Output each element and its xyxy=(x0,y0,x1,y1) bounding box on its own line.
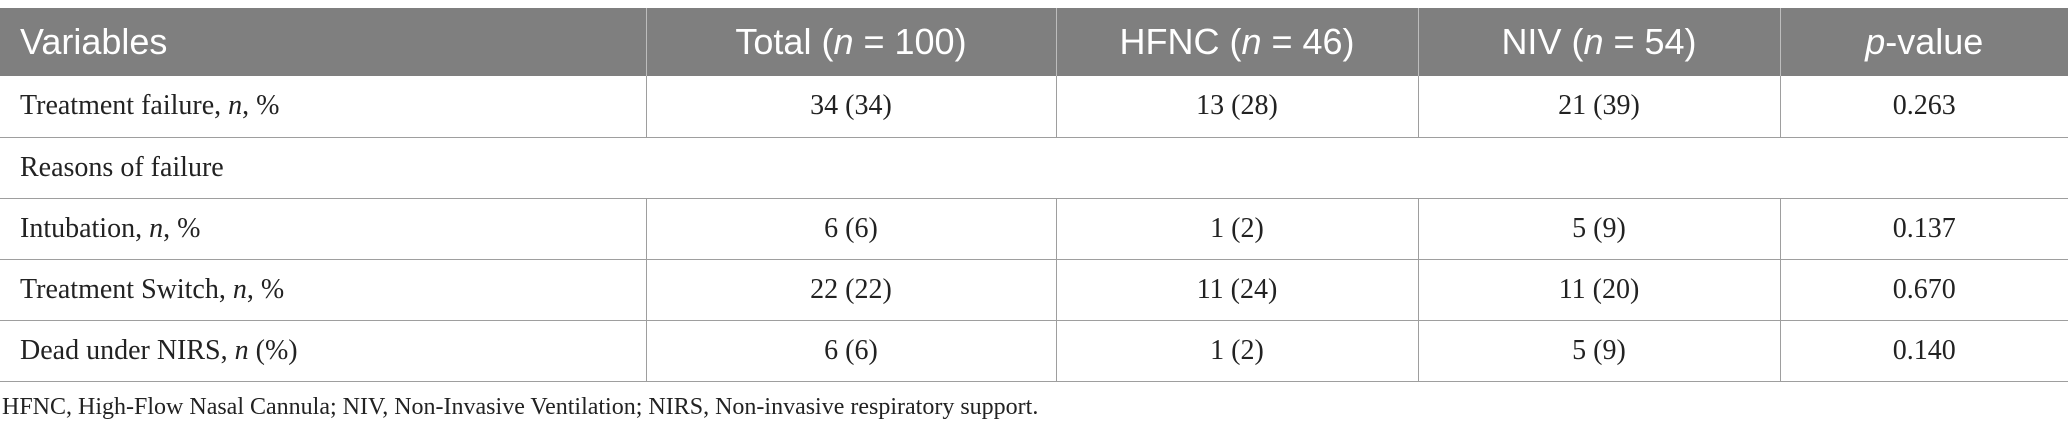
table-row: Treatment Switch, n, % 22 (22) 11 (24) 1… xyxy=(0,259,2068,321)
cell-total: 6 (6) xyxy=(646,320,1057,382)
cell-hfnc: 13 (28) xyxy=(1056,76,1419,138)
cell-total: 6 (6) xyxy=(646,198,1057,260)
header-row: Variables Total (n = 100) HFNC (n = 46) … xyxy=(0,8,2068,76)
cell-p-value: 0.263 xyxy=(1780,76,2068,138)
table-row: Dead under NIRS, n (%) 6 (6) 1 (2) 5 (9)… xyxy=(0,320,2068,382)
header-hfnc: HFNC (n = 46) xyxy=(1056,8,1419,76)
row-label: Treatment failure, n, % xyxy=(0,76,647,138)
section-row: Reasons of failure xyxy=(0,137,2068,199)
section-label: Reasons of failure xyxy=(0,137,2068,199)
cell-total: 34 (34) xyxy=(646,76,1057,138)
cell-total: 22 (22) xyxy=(646,259,1057,321)
cell-niv: 21 (39) xyxy=(1418,76,1781,138)
header-niv: NIV (n = 54) xyxy=(1418,8,1781,76)
row-label: Dead under NIRS, n (%) xyxy=(0,320,647,382)
cell-niv: 5 (9) xyxy=(1418,320,1781,382)
table-row: Intubation, n, % 6 (6) 1 (2) 5 (9) 0.137 xyxy=(0,198,2068,260)
cell-hfnc: 1 (2) xyxy=(1056,320,1419,382)
cell-p-value: 0.670 xyxy=(1780,259,2068,321)
cell-hfnc: 11 (24) xyxy=(1056,259,1419,321)
row-label: Intubation, n, % xyxy=(0,198,647,260)
header-total: Total (n = 100) xyxy=(646,8,1057,76)
table-footnote: HFNC, High-Flow Nasal Cannula; NIV, Non-… xyxy=(2,393,1039,420)
cell-niv: 5 (9) xyxy=(1418,198,1781,260)
header-variables: Variables xyxy=(0,8,647,76)
results-table: Variables Total (n = 100) HFNC (n = 46) … xyxy=(0,8,2068,382)
cell-p-value: 0.140 xyxy=(1780,320,2068,382)
cell-niv: 11 (20) xyxy=(1418,259,1781,321)
row-label: Treatment Switch, n, % xyxy=(0,259,647,321)
cell-hfnc: 1 (2) xyxy=(1056,198,1419,260)
results-table-container: Variables Total (n = 100) HFNC (n = 46) … xyxy=(0,8,2068,421)
header-p-value: p-value xyxy=(1780,8,2068,76)
table-row: Treatment failure, n, % 34 (34) 13 (28) … xyxy=(0,76,2068,138)
cell-p-value: 0.137 xyxy=(1780,198,2068,260)
